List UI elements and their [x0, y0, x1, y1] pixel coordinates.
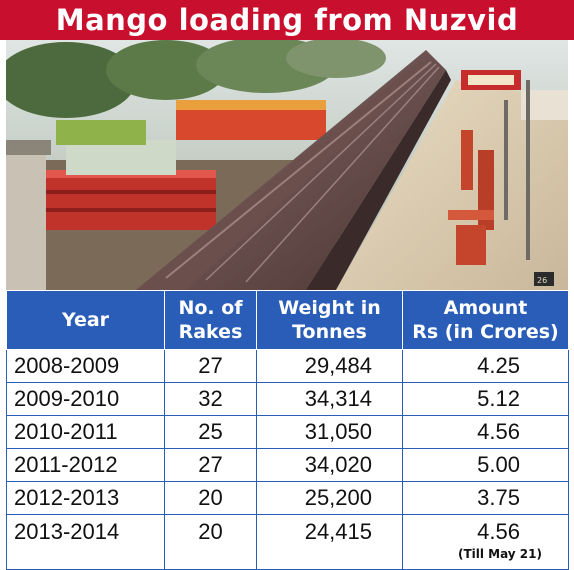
cell-year: 2010-2011	[6, 415, 165, 449]
cell-weight: 31,050	[256, 415, 403, 449]
header-year: Year	[6, 290, 165, 350]
cell-rakes: 25	[164, 415, 257, 449]
cell-rakes: 27	[164, 349, 257, 383]
header-amount: Amount Rs (in Crores)	[402, 290, 569, 350]
cell-year: 2008-2009	[6, 349, 165, 383]
cell-weight: 34,314	[256, 382, 403, 416]
cell-year: 2012-2013	[6, 481, 165, 515]
cell-amount: 4.25	[402, 349, 569, 383]
cell-year: 2011-2012	[6, 448, 165, 482]
cell-rakes: 20	[164, 514, 257, 570]
cell-amount: 5.00	[402, 448, 569, 482]
header-rakes: No. of Rakes	[164, 290, 257, 350]
train-photo-illustration: 26	[6, 40, 568, 290]
cell-amount: 4.56	[402, 415, 569, 449]
table-row: 2013-2014 20 24,415 4.56 (Till May 21)	[6, 514, 569, 570]
table-row: 2009-2010 32 34,314 5.12	[6, 382, 569, 416]
cell-amount: 4.56	[477, 519, 520, 544]
train-photo: 26	[6, 40, 568, 290]
table-row: 2010-2011 25 31,050 4.56	[6, 415, 569, 449]
amount-note: (Till May 21)	[457, 547, 542, 561]
title-banner: Mango loading from Nuzvid	[0, 0, 574, 40]
table-row: 2012-2013 20 25,200 3.75	[6, 481, 569, 515]
mango-loading-table: Year No. of Rakes Weight in Tonnes Amount R…	[6, 290, 569, 570]
table-row: 2011-2012 27 34,020 5.00	[6, 448, 569, 482]
cell-rakes: 27	[164, 448, 257, 482]
header-weight: Weight in Tonnes	[256, 290, 403, 350]
cell-rakes: 20	[164, 481, 257, 515]
cell-weight: 34,020	[256, 448, 403, 482]
cell-weight: 29,484	[256, 349, 403, 383]
cell-year: 2009-2010	[6, 382, 165, 416]
cell-weight: 25,200	[256, 481, 403, 515]
cell-weight: 24,415	[256, 514, 403, 570]
data-table: Year No. of Rakes Weight in Tonnes Amount R…	[6, 290, 569, 570]
cell-year: 2013-2014	[6, 514, 165, 570]
table-row: 2008-2009 27 29,484 4.25	[6, 349, 569, 383]
svg-text:26: 26	[537, 276, 547, 285]
cell-amount: 5.12	[402, 382, 569, 416]
cell-rakes: 32	[164, 382, 257, 416]
cell-amount-with-note: 4.56 (Till May 21)	[402, 514, 569, 570]
page-title: Mango loading from Nuzvid	[55, 3, 519, 37]
header-row: Year No. of Rakes Weight in Tonnes Amount R…	[6, 290, 569, 350]
cell-amount: 3.75	[402, 481, 569, 515]
